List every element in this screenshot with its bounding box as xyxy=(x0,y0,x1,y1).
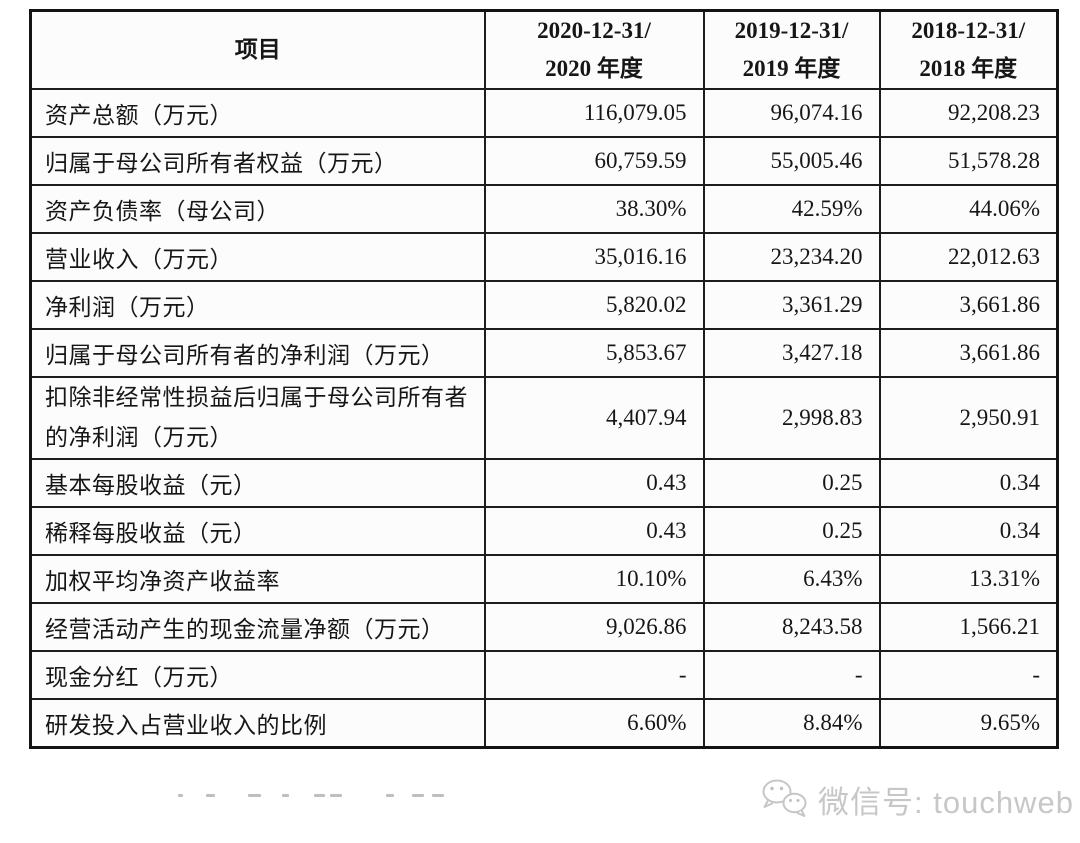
row-value-2019: 55,005.46 xyxy=(702,135,881,186)
table-row: 扣除非经常性损益后归属于母公司所有者的净利润（万元） 4,407.94 2,99… xyxy=(29,375,1059,461)
row-value-2018: - xyxy=(878,650,1059,701)
row-value-2018: 0.34 xyxy=(878,458,1059,509)
header-item-label: 项目 xyxy=(234,36,281,62)
row-value-2019: 0.25 xyxy=(702,506,881,557)
table-row: 净利润（万元） 5,820.02 3,361.29 3,661.86 xyxy=(29,279,1059,330)
row-value-2018: 2,950.91 xyxy=(878,375,1059,461)
row-value-2020: 35,016.16 xyxy=(483,231,705,282)
row-value-2019: 23,234.20 xyxy=(702,231,881,282)
row-value-2018: 13.31% xyxy=(878,554,1059,605)
financial-summary-table: 项目 2020-12-31/ 2020 年度 2019-12-31/ 2019 … xyxy=(29,9,1059,750)
header-period-year: 2020 年度 xyxy=(545,55,643,81)
row-value-2018: 9.65% xyxy=(878,698,1059,749)
row-value-2018: 1,566.21 xyxy=(878,602,1059,653)
row-value-2018: 44.06% xyxy=(878,183,1059,234)
cropped-text-fragments xyxy=(0,794,1080,800)
row-value-2019: 0.25 xyxy=(702,458,881,509)
row-label: 基本每股收益（元） xyxy=(29,458,486,509)
header-period-year: 2019 年度 xyxy=(742,55,841,81)
row-label: 经营活动产生的现金流量净额（万元） xyxy=(29,602,486,653)
header-period-date: 2018-12-31/ xyxy=(911,18,1026,43)
header-period-2019: 2019-12-31/ 2019 年度 xyxy=(702,9,881,90)
row-value-2019: 42.59% xyxy=(702,183,881,234)
table-row: 资产负债率（母公司） 38.30% 42.59% 44.06% xyxy=(29,183,1059,234)
row-value-2020: - xyxy=(483,650,705,701)
row-value-2020: 4,407.94 xyxy=(483,375,705,461)
watermark-text: 微信号: touchweb xyxy=(818,784,1074,820)
table-row: 稀释每股收益（元） 0.43 0.25 0.34 xyxy=(29,506,1059,557)
row-label: 净利润（万元） xyxy=(29,279,486,330)
header-period-2018: 2018-12-31/ 2018 年度 xyxy=(878,9,1059,90)
table-row: 归属于母公司所有者权益（万元） 60,759.59 55,005.46 51,5… xyxy=(29,135,1059,186)
table-row: 经营活动产生的现金流量净额（万元） 9,026.86 8,243.58 1,56… xyxy=(29,602,1059,653)
header-period-year: 2018 年度 xyxy=(919,55,1018,81)
table-row: 营业收入（万元） 35,016.16 23,234.20 22,012.63 xyxy=(29,231,1059,282)
row-label: 资产负债率（母公司） xyxy=(29,183,486,234)
wechat-watermark: 微信号: touchweb xyxy=(758,776,1074,822)
row-value-2020: 0.43 xyxy=(483,506,705,557)
row-value-2018: 3,661.86 xyxy=(878,279,1059,330)
row-label: 营业收入（万元） xyxy=(29,231,486,282)
table-header: 项目 2020-12-31/ 2020 年度 2019-12-31/ 2019 … xyxy=(29,9,1059,90)
table-body: 资产总额（万元） 116,079.05 96,074.16 92,208.23 … xyxy=(29,87,1059,749)
row-value-2020: 60,759.59 xyxy=(483,135,705,186)
row-value-2020: 0.43 xyxy=(483,458,705,509)
header-period-date: 2020-12-31/ xyxy=(537,18,651,43)
table-row: 归属于母公司所有者的净利润（万元） 5,853.67 3,427.18 3,66… xyxy=(29,327,1059,378)
wechat-icon xyxy=(762,779,807,817)
row-label: 加权平均净资产收益率 xyxy=(29,554,486,605)
row-value-2019: 96,074.16 xyxy=(702,87,881,138)
row-value-2020: 5,853.67 xyxy=(483,327,705,378)
row-label: 稀释每股收益（元） xyxy=(29,506,486,557)
table-header-row: 项目 2020-12-31/ 2020 年度 2019-12-31/ 2019 … xyxy=(29,9,1059,90)
row-value-2020: 9,026.86 xyxy=(483,602,705,653)
row-value-2020: 116,079.05 xyxy=(483,87,705,138)
row-label: 资产总额（万元） xyxy=(29,87,486,138)
row-label: 现金分红（万元） xyxy=(29,650,486,701)
row-value-2020: 38.30% xyxy=(483,183,705,234)
row-value-2020: 6.60% xyxy=(483,698,705,749)
row-value-2019: 6.43% xyxy=(702,554,881,605)
row-label: 研发投入占营业收入的比例 xyxy=(29,698,486,749)
row-value-2019: 8.84% xyxy=(702,698,881,749)
header-item-column: 项目 xyxy=(29,9,486,90)
row-value-2019: 3,427.18 xyxy=(702,327,881,378)
row-label: 归属于母公司所有者的净利润（万元） xyxy=(29,327,486,378)
header-period-date: 2019-12-31/ xyxy=(734,18,849,43)
row-value-2018: 51,578.28 xyxy=(878,135,1059,186)
row-label: 归属于母公司所有者权益（万元） xyxy=(29,135,486,186)
row-value-2019: 8,243.58 xyxy=(702,602,881,653)
row-value-2020: 5,820.02 xyxy=(483,279,705,330)
row-label: 扣除非经常性损益后归属于母公司所有者的净利润（万元） xyxy=(29,375,486,461)
row-value-2020: 10.10% xyxy=(483,554,705,605)
row-value-2018: 22,012.63 xyxy=(878,231,1059,282)
table-row: 加权平均净资产收益率 10.10% 6.43% 13.31% xyxy=(29,554,1059,605)
row-value-2018: 3,661.86 xyxy=(878,327,1059,378)
table-row: 资产总额（万元） 116,079.05 96,074.16 92,208.23 xyxy=(29,87,1059,138)
table-row: 研发投入占营业收入的比例 6.60% 8.84% 9.65% xyxy=(29,698,1059,749)
row-value-2019: - xyxy=(702,650,881,701)
table-row: 现金分红（万元） - - - xyxy=(29,650,1059,701)
row-value-2019: 2,998.83 xyxy=(702,375,881,461)
row-value-2018: 0.34 xyxy=(878,506,1059,557)
row-value-2019: 3,361.29 xyxy=(702,279,881,330)
table-row: 基本每股收益（元） 0.43 0.25 0.34 xyxy=(29,458,1059,509)
row-value-2018: 92,208.23 xyxy=(878,87,1059,138)
header-period-2020: 2020-12-31/ 2020 年度 xyxy=(483,9,705,90)
